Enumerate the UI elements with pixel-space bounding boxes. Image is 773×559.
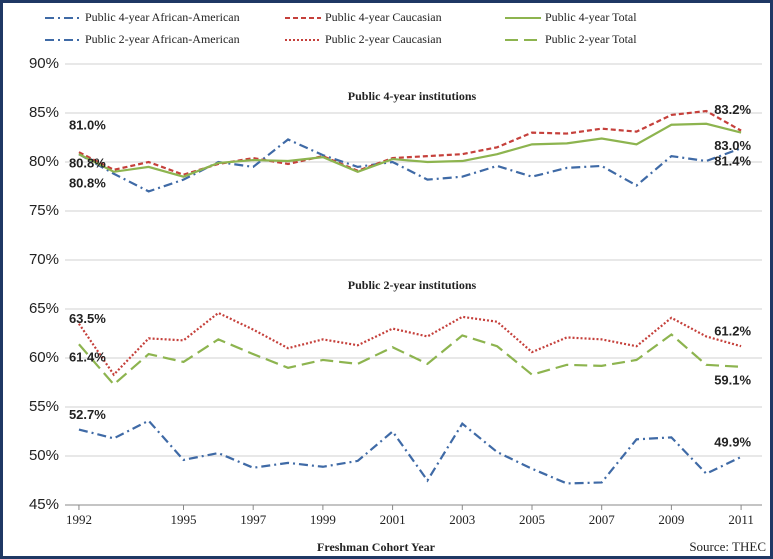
y-tick-label: 75% [29,202,59,219]
data-label: 80.8% [69,176,106,191]
legend-label: Public 2-year African-American [85,32,240,46]
data-label: 63.5% [69,311,106,326]
series-line [78,419,742,485]
data-label: 83.2% [714,102,751,117]
legend-label: Public 4-year African-American [85,10,240,24]
annotation: Public 4-year institutions [348,89,477,103]
x-tick-label: 1999 [310,512,336,527]
data-label: 81.0% [69,118,106,133]
x-tick-label: 2007 [589,512,616,527]
y-tick-label: 90% [29,55,59,72]
x-tick-label: 2009 [658,512,684,527]
data-label: 49.9% [714,434,751,449]
series-line [78,122,742,178]
source-note: Source: THEC [689,539,766,554]
y-tick-label: 65% [29,300,59,317]
series-line [78,333,742,387]
x-tick-label: 1992 [66,512,92,527]
y-tick-label: 45% [29,496,59,513]
x-axis-label: Freshman Cohort Year [317,540,436,554]
legend-label: Public 4-year Caucasian [325,10,442,24]
x-tick-label: 1997 [240,512,267,527]
data-label: 83.0% [714,138,751,153]
data-label: 59.1% [714,372,751,387]
y-tick-label: 70% [29,251,59,268]
x-tick-label: 2011 [728,512,754,527]
x-tick-label: 2001 [380,512,406,527]
data-label: 61.2% [714,324,751,339]
y-tick-label: 85% [29,104,59,121]
x-tick-label: 2003 [449,512,475,527]
data-label: 80.8% [69,156,106,171]
legend-label: Public 2-year Total [545,32,637,46]
data-label: 52.7% [69,407,106,422]
series-line [78,109,742,176]
y-tick-label: 60% [29,349,59,366]
y-tick-label: 80% [29,153,59,170]
y-tick-label: 50% [29,447,59,464]
series-line [78,138,742,193]
series-line [78,311,742,377]
x-tick-label: 2005 [519,512,545,527]
annotation: Public 2-year institutions [348,278,477,292]
data-label: 81.4% [714,154,751,169]
legend-label: Public 4-year Total [545,10,637,24]
data-label: 61.4% [69,350,106,365]
x-tick-label: 1995 [170,512,196,527]
legend-label: Public 2-year Caucasian [325,32,442,46]
y-tick-label: 55% [29,398,59,415]
